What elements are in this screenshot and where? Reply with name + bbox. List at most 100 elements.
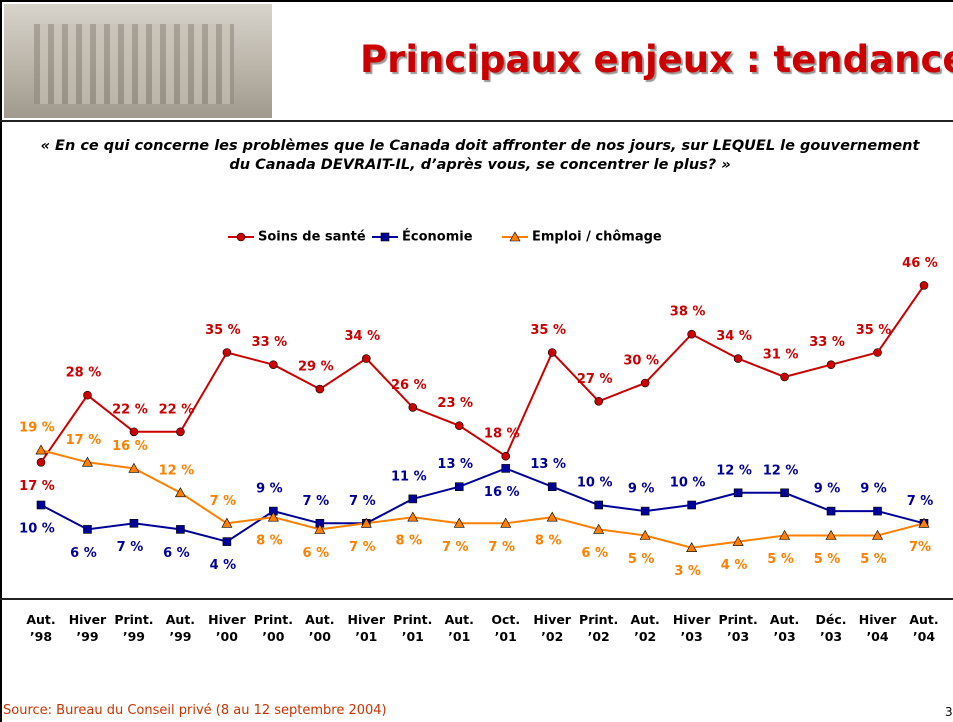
data-point	[546, 511, 558, 522]
data-point	[594, 500, 603, 510]
data-point	[501, 464, 511, 473]
data-label: 7 %	[303, 494, 330, 509]
data-point	[35, 444, 47, 455]
data-label: 7 %	[349, 540, 376, 555]
data-point	[687, 500, 696, 510]
data-label: 46 %	[902, 256, 938, 271]
data-label: 12 %	[763, 463, 799, 478]
data-label: 5 %	[767, 552, 794, 567]
data-point	[779, 529, 791, 540]
data-point	[129, 518, 139, 528]
data-label: 22 %	[112, 402, 148, 417]
data-point	[873, 348, 882, 357]
x-tick-label: Aut. ’02	[630, 612, 660, 644]
x-tick-label: Hiver ’00	[208, 612, 246, 644]
data-label: 35 %	[530, 323, 566, 338]
data-label: 38 %	[670, 305, 706, 320]
data-label: 8 %	[256, 534, 283, 549]
x-tick-label: Print. ’99	[114, 612, 154, 644]
data-point	[732, 535, 744, 546]
data-point	[640, 378, 650, 388]
source: Source: Bureau du Conseil privé (8 au 12…	[3, 703, 387, 718]
data-label: 33 %	[809, 335, 845, 350]
data-label: 7 %	[117, 540, 144, 555]
data-label: 16 %	[112, 439, 148, 454]
x-tick-label: Print. ’03	[718, 612, 758, 644]
data-label: 7 %	[349, 494, 376, 509]
data-label: 17 %	[66, 433, 102, 448]
x-tick-label: Aut. ’98	[26, 612, 56, 644]
data-label: 34 %	[716, 329, 752, 344]
data-label: 26 %	[391, 378, 427, 393]
border	[0, 0, 2, 722]
data-label: 6 %	[70, 546, 97, 561]
series-line	[40, 449, 925, 549]
data-point	[733, 488, 743, 498]
data-label: 33 %	[252, 335, 288, 350]
data-label: 4 %	[721, 558, 748, 573]
x-tick-label: Aut. ’00	[305, 612, 335, 644]
legend-marker	[509, 231, 521, 242]
x-tick-label: Aut. ’03	[769, 612, 800, 644]
data-point	[872, 529, 884, 540]
data-point	[733, 354, 743, 363]
data-label: 7 %	[210, 494, 237, 509]
data-label: 7 %	[907, 494, 934, 509]
data-label: 30 %	[623, 354, 659, 369]
data-point	[454, 482, 464, 492]
data-point	[176, 427, 185, 437]
data-point	[919, 281, 929, 290]
data-point	[640, 506, 650, 516]
x-tick-label: Oct. ’01	[491, 612, 521, 644]
data-point	[360, 517, 372, 528]
data-point	[918, 517, 930, 528]
data-point	[500, 517, 512, 528]
legend-marker	[380, 232, 390, 242]
data-label: 22 %	[159, 402, 195, 417]
data-point	[222, 537, 232, 546]
data-label: 5 %	[628, 552, 655, 567]
data-point	[408, 403, 418, 412]
data-label: 35 %	[856, 323, 892, 338]
x-tick-label: Aut. ’99	[165, 612, 196, 644]
data-label: 23 %	[437, 396, 473, 411]
data-label: 29 %	[298, 360, 334, 375]
data-label: 17 %	[19, 479, 55, 494]
data-point	[314, 523, 326, 534]
x-tick-label: Hiver ’03	[672, 612, 711, 644]
x-tick-label: Hiver ’04	[858, 612, 897, 644]
data-point	[594, 396, 603, 406]
data-point	[454, 421, 464, 431]
question: « En ce qui concerne les problèmes que l…	[40, 138, 920, 173]
data-point	[315, 384, 325, 394]
data-label: 27 %	[577, 372, 613, 387]
x-tick-label: Hiver ’02	[533, 612, 571, 644]
title: Principaux enjeux : tendance	[360, 38, 953, 81]
data-label: 10 %	[19, 522, 55, 537]
data-point	[128, 462, 140, 473]
data-point	[83, 525, 92, 534]
data-point	[687, 329, 696, 339]
data-label: 7%	[909, 540, 931, 555]
data-label: 9 %	[814, 482, 841, 497]
legend-marker	[236, 232, 246, 242]
x-tick-label: Print. ’00	[253, 612, 293, 644]
data-point	[176, 525, 185, 534]
series-line	[40, 467, 925, 543]
data-point	[36, 500, 46, 510]
data-label: 31 %	[763, 347, 799, 362]
data-label: 18 %	[484, 427, 520, 442]
data-point	[453, 517, 465, 528]
x-tick-label: Hiver ’99	[68, 612, 107, 644]
data-label: 7 %	[442, 540, 469, 555]
data-label: 13 %	[437, 457, 473, 472]
data-point	[362, 354, 371, 363]
data-point	[593, 523, 605, 534]
data-point	[639, 529, 651, 540]
data-label: 35 %	[205, 323, 241, 338]
data-label: 6 %	[163, 546, 190, 561]
data-point	[873, 506, 882, 516]
x-tick-label: Hiver ’01	[347, 612, 386, 644]
